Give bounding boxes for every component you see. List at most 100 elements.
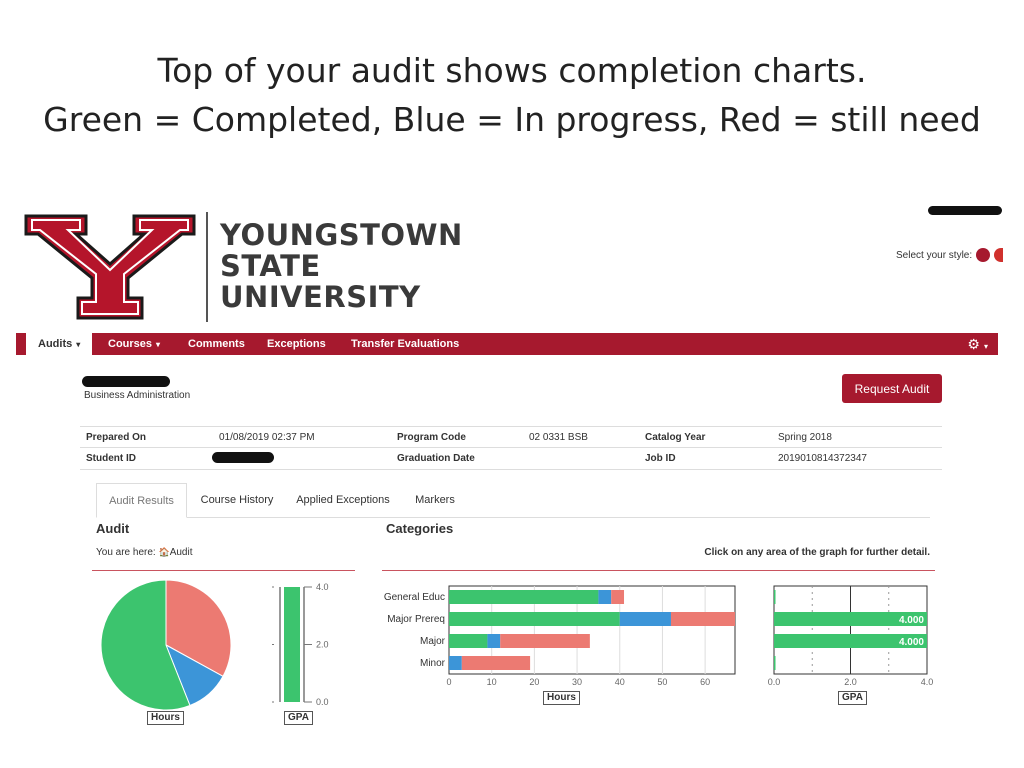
request-audit-button[interactable]: Request Audit — [842, 374, 942, 403]
gpa-tick-label: 2.0 — [844, 677, 857, 687]
audit-divider — [92, 570, 355, 571]
gpa-bar[interactable] — [774, 612, 927, 626]
catalog-year-value: Spring 2018 — [778, 432, 832, 443]
nav-transfer-evaluations[interactable]: Transfer Evaluations — [351, 338, 460, 350]
nav-exceptions[interactable]: Exceptions — [267, 338, 326, 350]
audit-section-title: Audit — [96, 521, 130, 536]
hours-bar-x-label: Hours — [543, 691, 580, 705]
hours-bar-segment-completed[interactable] — [449, 590, 599, 604]
gpa-tick-label: 4.0 — [921, 677, 934, 687]
gpa-data-label: 4.000 — [899, 637, 924, 648]
nav-courses-label: Courses — [108, 338, 153, 350]
categories-hint: Click on any area of the graph for furth… — [704, 547, 930, 558]
gpa-vertical-tick-label: 4.0 — [316, 582, 329, 592]
categories-gpa-chart[interactable]: 0.0 2.0 4.0 4.000 4.000 — [762, 582, 938, 692]
gpa-vertical-bar[interactable] — [284, 587, 300, 702]
slide-title-line-1: Top of your audit shows completion chart… — [157, 51, 867, 90]
slide-title-line-2: Green = Completed, Blue = In progress, R… — [43, 100, 981, 139]
audit-info-row-2: Student ID Graduation Date Job ID 201901… — [80, 447, 942, 470]
gear-icon: ⚙ — [967, 336, 980, 352]
hours-bar-segment-in-progress[interactable] — [487, 634, 501, 648]
logo-line-3: UNIVERSITY — [220, 280, 421, 314]
program-name: Business Administration — [84, 390, 191, 401]
categories-divider — [382, 570, 935, 571]
slide-title: Top of your audit shows completion chart… — [0, 46, 1024, 144]
hours-tick-label: 30 — [572, 677, 582, 687]
top-nav: Audits ▾ Courses ▾ Comments Exceptions Tra… — [16, 333, 998, 355]
hours-bar-segment-needed[interactable] — [500, 634, 590, 648]
hours-tick-label: 10 — [487, 677, 497, 687]
gpa-vertical-x-label: GPA — [284, 711, 313, 725]
pie-slice-completed[interactable] — [100, 579, 191, 711]
ysu-logo — [24, 214, 196, 320]
hours-bar-segment-in-progress[interactable] — [449, 656, 462, 670]
audit-tabs: Audit Results Course History Applied Exc… — [96, 483, 930, 518]
program-code-label: Program Code — [397, 432, 466, 443]
nav-audits[interactable]: Audits ▾ — [26, 333, 93, 355]
gpa-tick-label: 0.0 — [768, 677, 781, 687]
program-code-value: 02 0331 BSB — [529, 432, 588, 443]
gpa-bar[interactable] — [774, 590, 776, 604]
tab-applied-exceptions[interactable]: Applied Exceptions — [296, 494, 390, 506]
hours-category-label: General Educ — [384, 592, 445, 603]
settings-menu[interactable]: ⚙ ▾ — [967, 333, 988, 355]
redaction-mark — [928, 206, 1002, 215]
gpa-bar[interactable] — [774, 656, 776, 670]
hours-bar-segment-completed[interactable] — [449, 634, 488, 648]
hours-plot-frame — [448, 585, 736, 675]
tab-audit-results[interactable]: Audit Results — [96, 483, 187, 518]
job-id-label: Job ID — [645, 453, 676, 464]
prepared-on-value: 01/08/2019 02:37 PM — [219, 432, 315, 443]
hours-bar-segment-completed[interactable] — [449, 612, 620, 626]
nav-audits-label: Audits — [38, 338, 73, 350]
style-option-red[interactable] — [994, 248, 1004, 262]
pie-slice-needed[interactable] — [165, 579, 232, 677]
hours-bar-segment-in-progress[interactable] — [619, 612, 671, 626]
hours-tick-label: 50 — [657, 677, 667, 687]
home-icon[interactable]: 🏠 — [158, 547, 170, 557]
hours-tick-label: 60 — [700, 677, 710, 687]
gpa-bar[interactable] — [774, 634, 927, 648]
categories-section-title: Categories — [386, 521, 454, 536]
gpa-data-label: 4.000 — [899, 615, 924, 626]
gpa-vertical-tick-label: 0.0 — [316, 697, 329, 707]
nav-comments[interactable]: Comments — [188, 338, 245, 350]
hours-tick-label: 0 — [446, 677, 451, 687]
graduation-date-label: Graduation Date — [397, 453, 475, 464]
logo-line-1: YOUNGSTOWN — [220, 218, 463, 252]
logo-wordmark: YOUNGSTOWN STATE UNIVERSITY — [220, 220, 463, 313]
gpa-vertical-chart[interactable]: 0.0 2.0 4.0 — [268, 580, 334, 710]
hours-bar-segment-in-progress[interactable] — [598, 590, 612, 604]
audit-info-row-1: Prepared On 01/08/2019 02:37 PM Program … — [80, 426, 942, 448]
redaction-mark — [82, 376, 170, 387]
tab-markers[interactable]: Markers — [415, 494, 455, 506]
catalog-year-label: Catalog Year — [645, 432, 706, 443]
student-id-label: Student ID — [86, 453, 136, 464]
hours-category-label: Major Prereq — [387, 614, 445, 625]
prepared-on-label: Prepared On — [86, 432, 147, 443]
hours-bar-segment-needed[interactable] — [611, 590, 625, 604]
hours-category-label: Major — [420, 636, 446, 647]
hours-pie-chart[interactable] — [98, 578, 236, 712]
style-selector: Select your style: — [896, 248, 1004, 262]
chevron-down-icon: ▾ — [76, 340, 81, 349]
job-id-value: 2019010814372347 — [778, 453, 867, 464]
breadcrumb: You are here: 🏠Audit — [96, 547, 192, 558]
categories-hours-chart[interactable]: 0 10 20 30 40 50 60 General Educ Major Prereq Maj… — [378, 582, 740, 692]
tab-course-history[interactable]: Course History — [200, 494, 274, 506]
chevron-down-icon: ▾ — [156, 340, 161, 349]
logo-line-2: STATE — [220, 249, 321, 283]
nav-courses[interactable]: Courses ▾ — [108, 333, 160, 355]
hours-bar-segment-needed[interactable] — [670, 612, 735, 626]
pie-x-label: Hours — [147, 711, 184, 725]
style-option-dark-red[interactable] — [976, 248, 991, 262]
breadcrumb-prefix: You are here: — [96, 547, 156, 558]
hours-tick-label: 40 — [615, 677, 625, 687]
style-selector-label: Select your style: — [896, 249, 973, 261]
hours-tick-label: 20 — [529, 677, 539, 687]
logo-divider — [206, 212, 208, 322]
gpa-vertical-tick-label: 2.0 — [316, 640, 329, 650]
hours-bar-segment-needed[interactable] — [461, 656, 531, 670]
gpa-bar-x-label: GPA — [838, 691, 867, 705]
redaction-mark — [212, 452, 274, 463]
